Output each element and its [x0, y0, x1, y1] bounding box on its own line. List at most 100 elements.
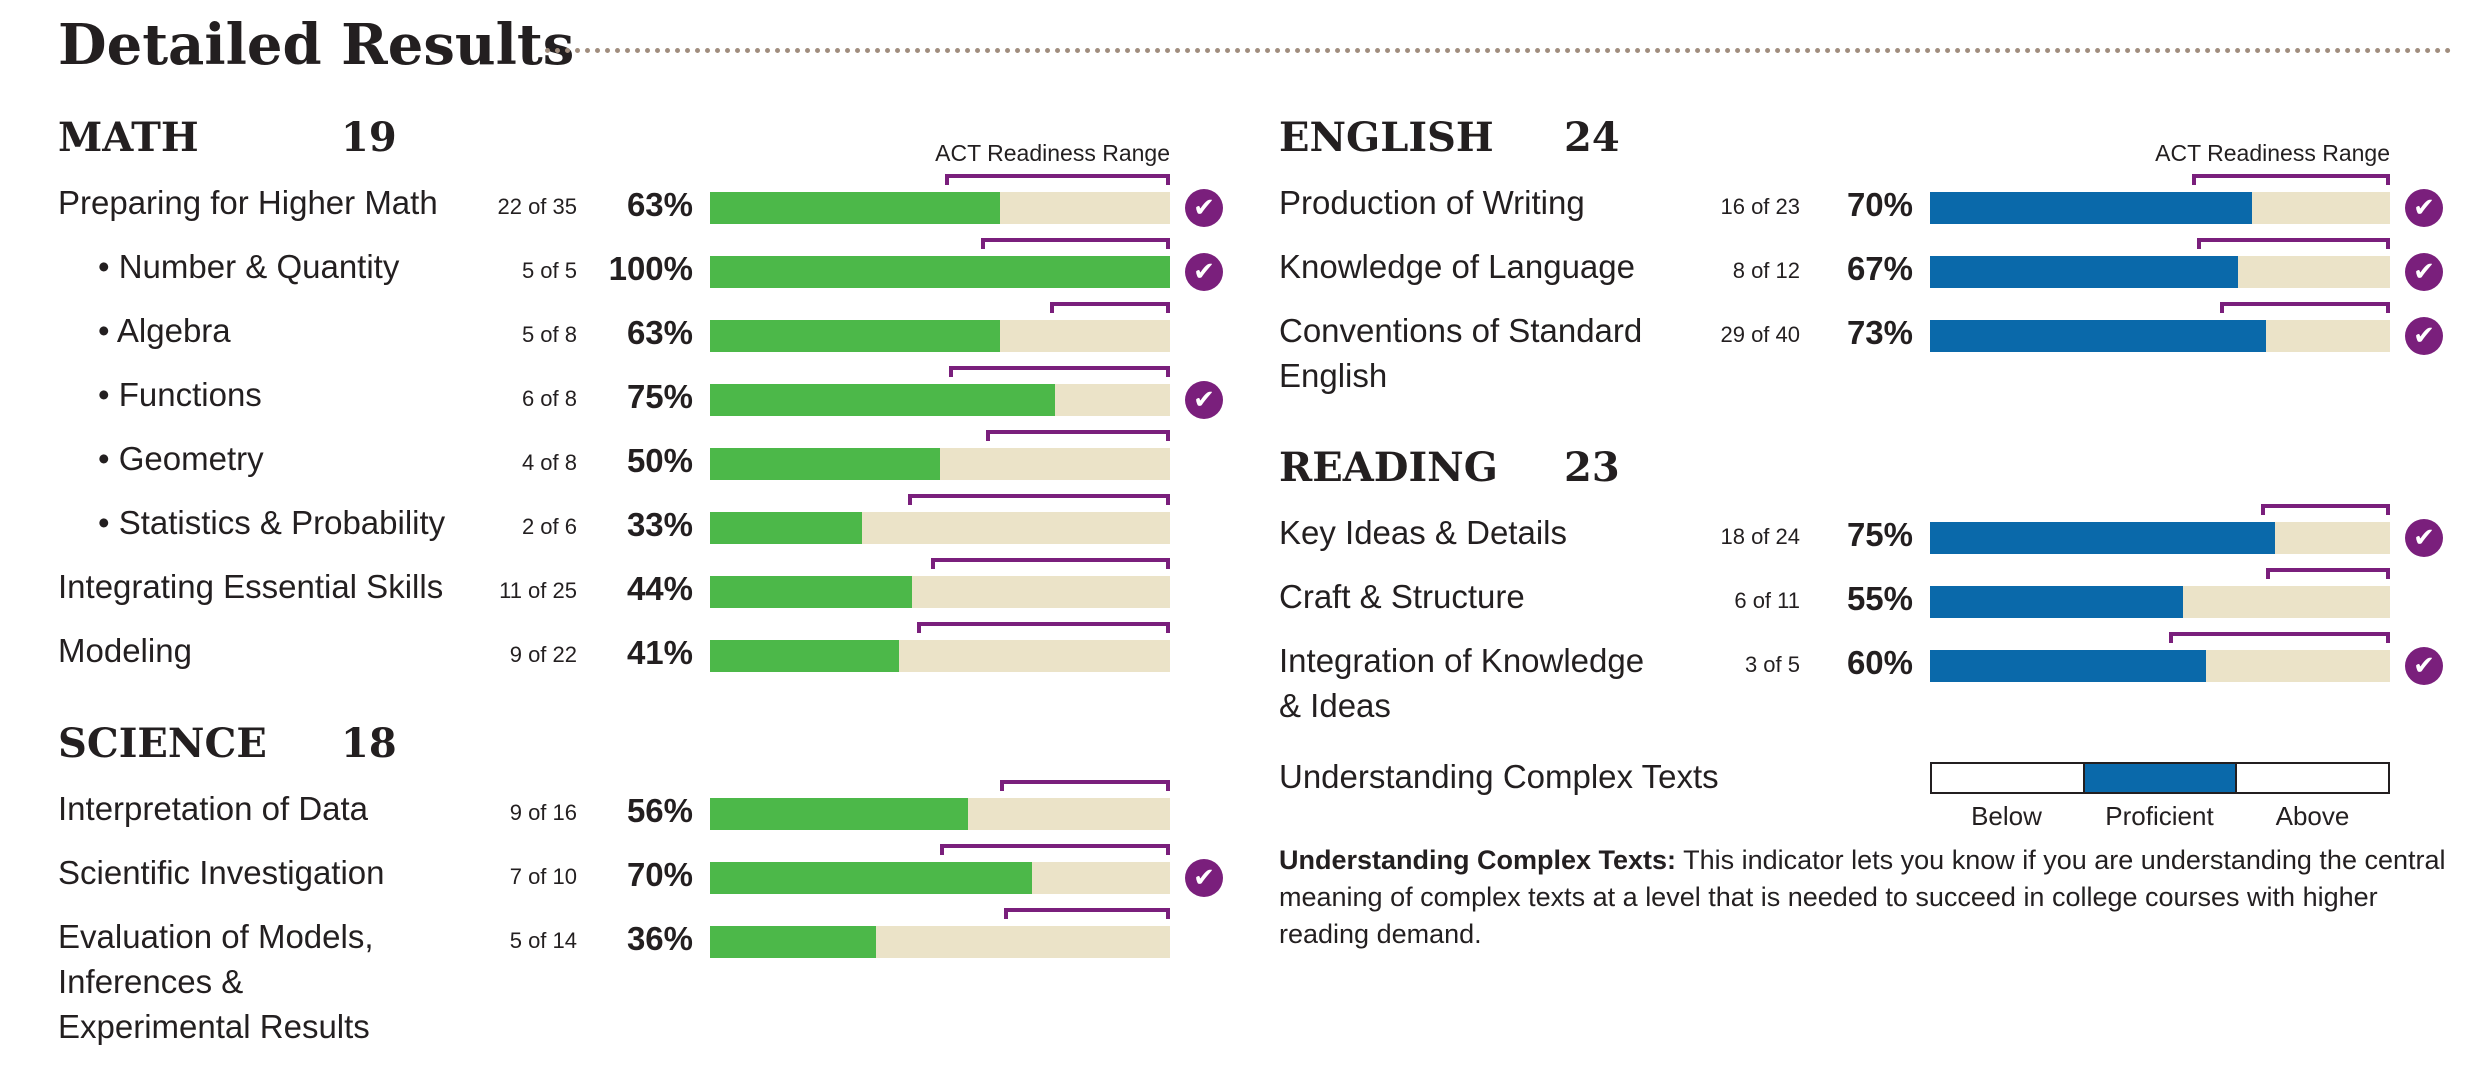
science-row-count: 9 of 16	[509, 800, 577, 825]
math-bar-track	[710, 558, 1170, 608]
math-readiness-bracket	[981, 238, 1170, 249]
math-row-value-label: 100%	[608, 250, 693, 287]
science-row-value-label: 70%	[626, 856, 693, 893]
english-row-label: Conventions of Standard English	[1279, 312, 1643, 394]
math-row-value-label: 63%	[626, 186, 693, 223]
math-row-count: 5 of 5	[521, 258, 577, 283]
science-row: Scientific Investigation 7 of 10 70% ✔	[0, 844, 2482, 914]
checkmark-circle-icon: ✔	[2405, 519, 2443, 557]
english-readiness-bracket	[2192, 174, 2390, 185]
reading-row: Integration of Knowledge & Ideas 3 of 5 60…	[0, 632, 2482, 724]
english-section-score: 24	[1564, 114, 1620, 161]
math-row: Integrating Essential Skills 11 of 25 44%	[0, 558, 2482, 628]
math-bar-fill	[710, 320, 1000, 352]
english-row-value-label: 67%	[1846, 250, 1913, 287]
science-row-label: Scientific Investigation	[58, 854, 385, 891]
complex-texts-caption-below: Below	[1971, 801, 2042, 831]
english-row: Knowledge of Language 8 of 12 67% ✔	[0, 238, 2482, 308]
science-bar-track	[710, 844, 1170, 894]
reading-readiness-bracket	[2265, 568, 2390, 579]
math-bar-fill	[710, 192, 1000, 224]
checkmark-circle-icon: ✔	[1185, 253, 1223, 291]
complex-texts-note-title: Understanding Complex Texts:	[1279, 845, 1677, 875]
science-row-count: 5 of 14	[509, 928, 577, 953]
math-readiness-bracket	[944, 174, 1170, 185]
math-bar-track	[710, 366, 1170, 416]
math-row-count: 22 of 35	[497, 194, 577, 219]
science-readiness-bracket	[940, 844, 1170, 855]
checkmark-circle-icon: ✔	[2405, 317, 2443, 355]
english-row-label: Knowledge of Language	[1279, 248, 1635, 285]
math-readiness-range-label: ACT Readiness Range	[935, 140, 1170, 166]
math-bar-fill	[710, 512, 862, 544]
math-bar-track	[710, 302, 1170, 352]
english-row-count: 29 of 40	[1720, 322, 1800, 347]
math-row-count: 9 of 22	[509, 642, 577, 667]
reading-row-label: Key Ideas & Details	[1279, 514, 1567, 551]
complex-texts-note: Understanding Complex Texts: This indica…	[1279, 842, 2459, 953]
complex-texts-note-body: This indicator lets you know if you are …	[1279, 845, 2446, 949]
reading-bar-track	[1930, 568, 2390, 618]
math-bar-fill	[710, 256, 1170, 288]
math-row: • Statistics & Probability 2 of 6 33%	[0, 494, 2482, 564]
reading-bar-track	[1930, 504, 2390, 554]
checkmark-circle-icon: ✔	[2405, 253, 2443, 291]
science-row-label: Evaluation of Models, Inferences & Exper…	[58, 918, 374, 1045]
reading-row-value-label: 55%	[1846, 580, 1913, 617]
english-row-count: 8 of 12	[1732, 258, 1800, 283]
reading-readiness-bracket	[2261, 504, 2390, 515]
math-readiness-bracket	[986, 430, 1170, 441]
math-row-label: Preparing for Higher Math	[58, 184, 438, 221]
math-row: Preparing for Higher Math 22 of 35 63% ✔	[0, 174, 2482, 244]
math-bar-fill	[710, 576, 913, 608]
science-bar-track	[710, 780, 1170, 830]
science-section-title: SCIENCE	[58, 720, 267, 767]
math-section-score: 19	[341, 114, 397, 161]
math-row: • Geometry 4 of 8 50%	[0, 430, 2482, 500]
math-bar-track	[710, 494, 1170, 544]
math-row-label: Modeling	[58, 632, 192, 669]
math-bar-track	[710, 238, 1170, 288]
science-row-label: Interpretation of Data	[58, 790, 369, 827]
math-row-value-label: 41%	[626, 634, 693, 671]
math-bar-fill	[710, 640, 899, 672]
english-readiness-bracket	[2196, 238, 2390, 249]
reading-row-count: 3 of 5	[1744, 652, 1800, 677]
math-row: • Functions 6 of 8 75% ✔	[0, 366, 2482, 436]
math-readiness-bracket	[917, 622, 1170, 633]
reading-row: Craft & Structure 6 of 11 55%	[0, 568, 2482, 638]
math-row: • Number & Quantity 5 of 5 100% ✔	[0, 238, 2482, 308]
science-row-count: 7 of 10	[509, 864, 577, 889]
checkmark-circle-icon: ✔	[1185, 381, 1223, 419]
reading-row-label: Craft & Structure	[1279, 578, 1525, 615]
reading-row-count: 18 of 24	[1720, 524, 1800, 549]
math-row-value-label: 75%	[626, 378, 693, 415]
complex-texts-scale	[1930, 762, 2390, 794]
complex-texts-level-above	[2235, 764, 2388, 792]
math-row: • Algebra 5 of 8 63%	[0, 302, 2482, 372]
english-bar-track	[1930, 302, 2390, 352]
english-row-label: Production of Writing	[1279, 184, 1585, 221]
math-row-label: • Statistics & Probability	[98, 504, 446, 541]
reading-row-label: Integration of Knowledge & Ideas	[1279, 642, 1645, 724]
math-row-count: 4 of 8	[521, 450, 577, 475]
reading-row-value-label: 60%	[1846, 644, 1913, 681]
english-bar-track	[1930, 238, 2390, 288]
math-row-label: • Functions	[98, 376, 262, 413]
reading-readiness-bracket	[2169, 632, 2390, 643]
science-section-score: 18	[341, 720, 397, 767]
english-row: Production of Writing 16 of 23 70% ✔	[0, 174, 2482, 244]
math-bar-track	[710, 430, 1170, 480]
science-row-value-label: 36%	[626, 920, 693, 957]
english-row: Conventions of Standard English 29 of 40 7…	[0, 302, 2482, 394]
reading-bar-fill	[1930, 586, 2183, 618]
math-section-title: MATH	[58, 114, 199, 161]
complex-texts-caption-above: Above	[2275, 801, 2350, 831]
reading-row: Key Ideas & Details 18 of 24 75% ✔	[0, 504, 2482, 574]
science-readiness-bracket	[1004, 908, 1170, 919]
math-row-count: 6 of 8	[521, 386, 577, 411]
checkmark-circle-icon: ✔	[1185, 189, 1223, 227]
science-row: Evaluation of Models, Inferences & Exper…	[0, 908, 2482, 1045]
math-bar-track	[710, 622, 1170, 672]
english-section-title: ENGLISH	[1279, 114, 1494, 161]
